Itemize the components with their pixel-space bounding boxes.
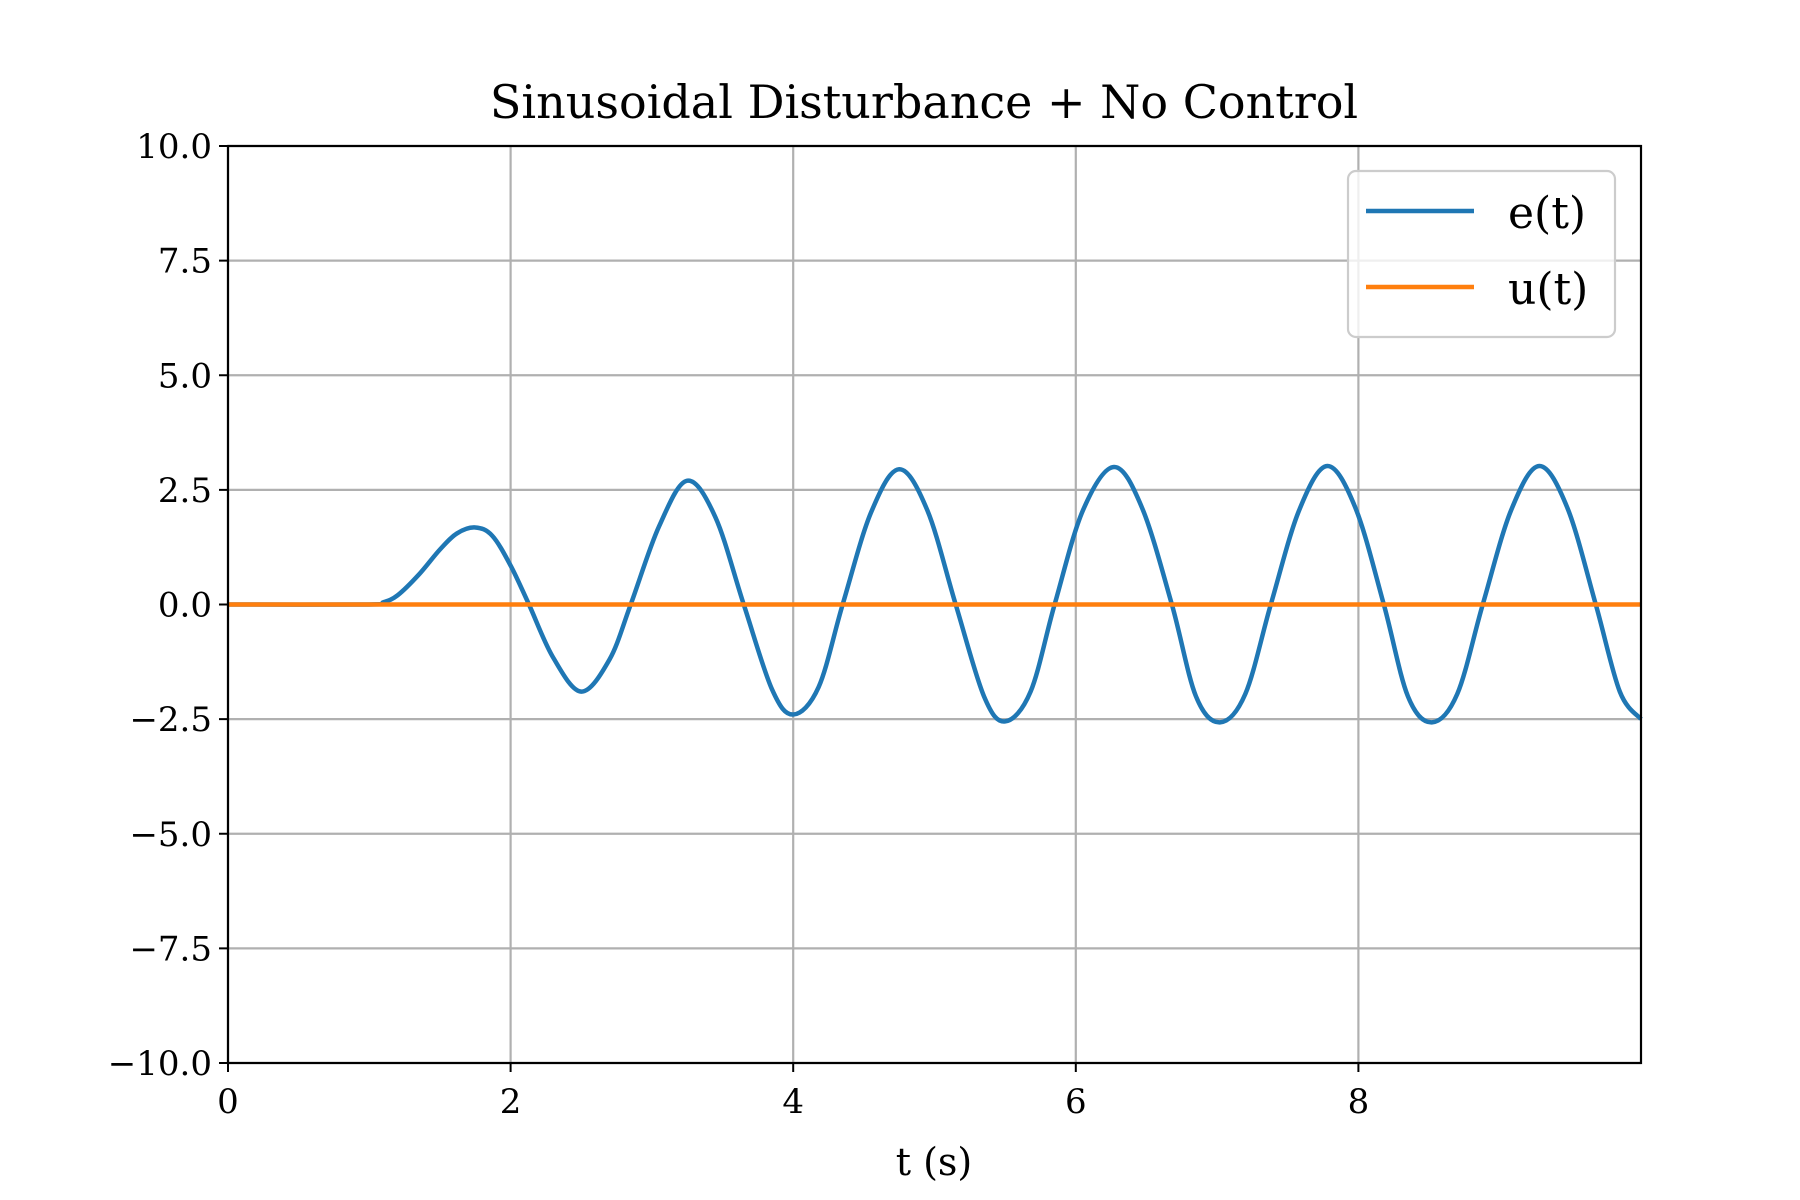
y-tick-label: 0.0 [158, 586, 212, 626]
x-tick-label: 8 [1348, 1082, 1370, 1122]
y-tick-label: 5.0 [158, 356, 212, 396]
chart-title: Sinusoidal Disturbance + No Control [490, 75, 1358, 129]
x-tick-label: 6 [1065, 1082, 1087, 1122]
legend-label-u: u(t) [1508, 264, 1588, 315]
y-tick-label: −7.5 [129, 929, 212, 969]
x-axis-label: t (s) [896, 1140, 973, 1184]
series-line-e [227, 463, 1643, 725]
x-tick-label: 2 [500, 1082, 522, 1122]
legend-label-e: e(t) [1508, 188, 1586, 239]
y-tick-label: 10.0 [136, 127, 212, 167]
axis-ticks: 0 2 4 6 8 10.0 7.5 5.0 2.5 0.0 −2.5 −5.0 −7.5 −10.0 [108, 127, 1369, 1122]
y-tick-label: 2.5 [158, 471, 212, 511]
y-tick-label: 7.5 [158, 242, 212, 282]
legend: e(t) u(t) [1346, 169, 1617, 339]
y-tick-label: −10.0 [108, 1044, 212, 1084]
plot-series [227, 463, 1643, 725]
y-tick-label: −5.0 [129, 815, 212, 855]
y-tick-label: −2.5 [129, 700, 212, 740]
x-tick-label: 4 [782, 1082, 804, 1122]
x-tick-label: 0 [217, 1082, 239, 1122]
